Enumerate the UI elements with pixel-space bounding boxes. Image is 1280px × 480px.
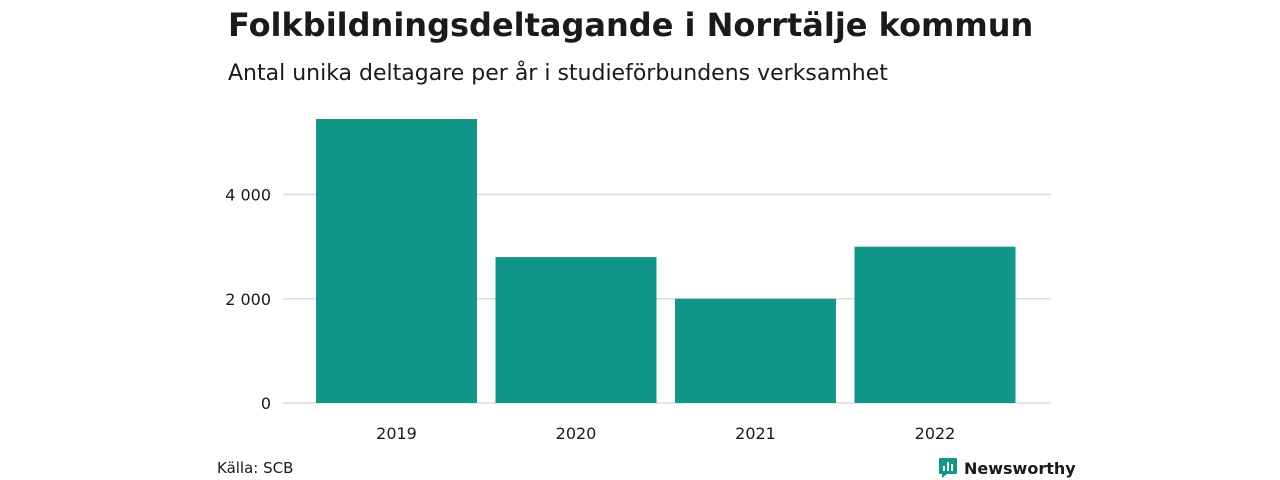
x-tick-label-2020: 2020 (556, 424, 597, 443)
bars (316, 119, 1016, 403)
newsworthy-logo-icon (939, 458, 957, 478)
x-tick-label-2021: 2021 (735, 424, 776, 443)
y-tick-label-1: 2 000 (225, 290, 271, 309)
y-tick-label-0: 0 (261, 394, 271, 413)
source-note: Källa: SCB (217, 459, 294, 477)
bar-2022 (854, 246, 1016, 403)
bar-2020 (495, 257, 657, 403)
bar-2019 (316, 119, 477, 403)
y-tick-label-2: 4 000 (225, 186, 271, 205)
x-axis-ticks: 2019 2020 2021 2022 (376, 424, 955, 443)
brand-logo: Newsworthy (938, 456, 1076, 480)
x-tick-label-2022: 2022 (915, 424, 956, 443)
y-axis-ticks: 0 2 000 4 000 (225, 186, 271, 413)
chart-title: Folkbildningsdeltagande i Norrtälje komm… (228, 6, 1034, 44)
x-tick-label-2019: 2019 (376, 424, 417, 443)
brand-name: Newsworthy (964, 458, 1076, 478)
bar-2021 (675, 298, 836, 403)
chart-subtitle: Antal unika deltagare per år i studieför… (228, 61, 888, 86)
